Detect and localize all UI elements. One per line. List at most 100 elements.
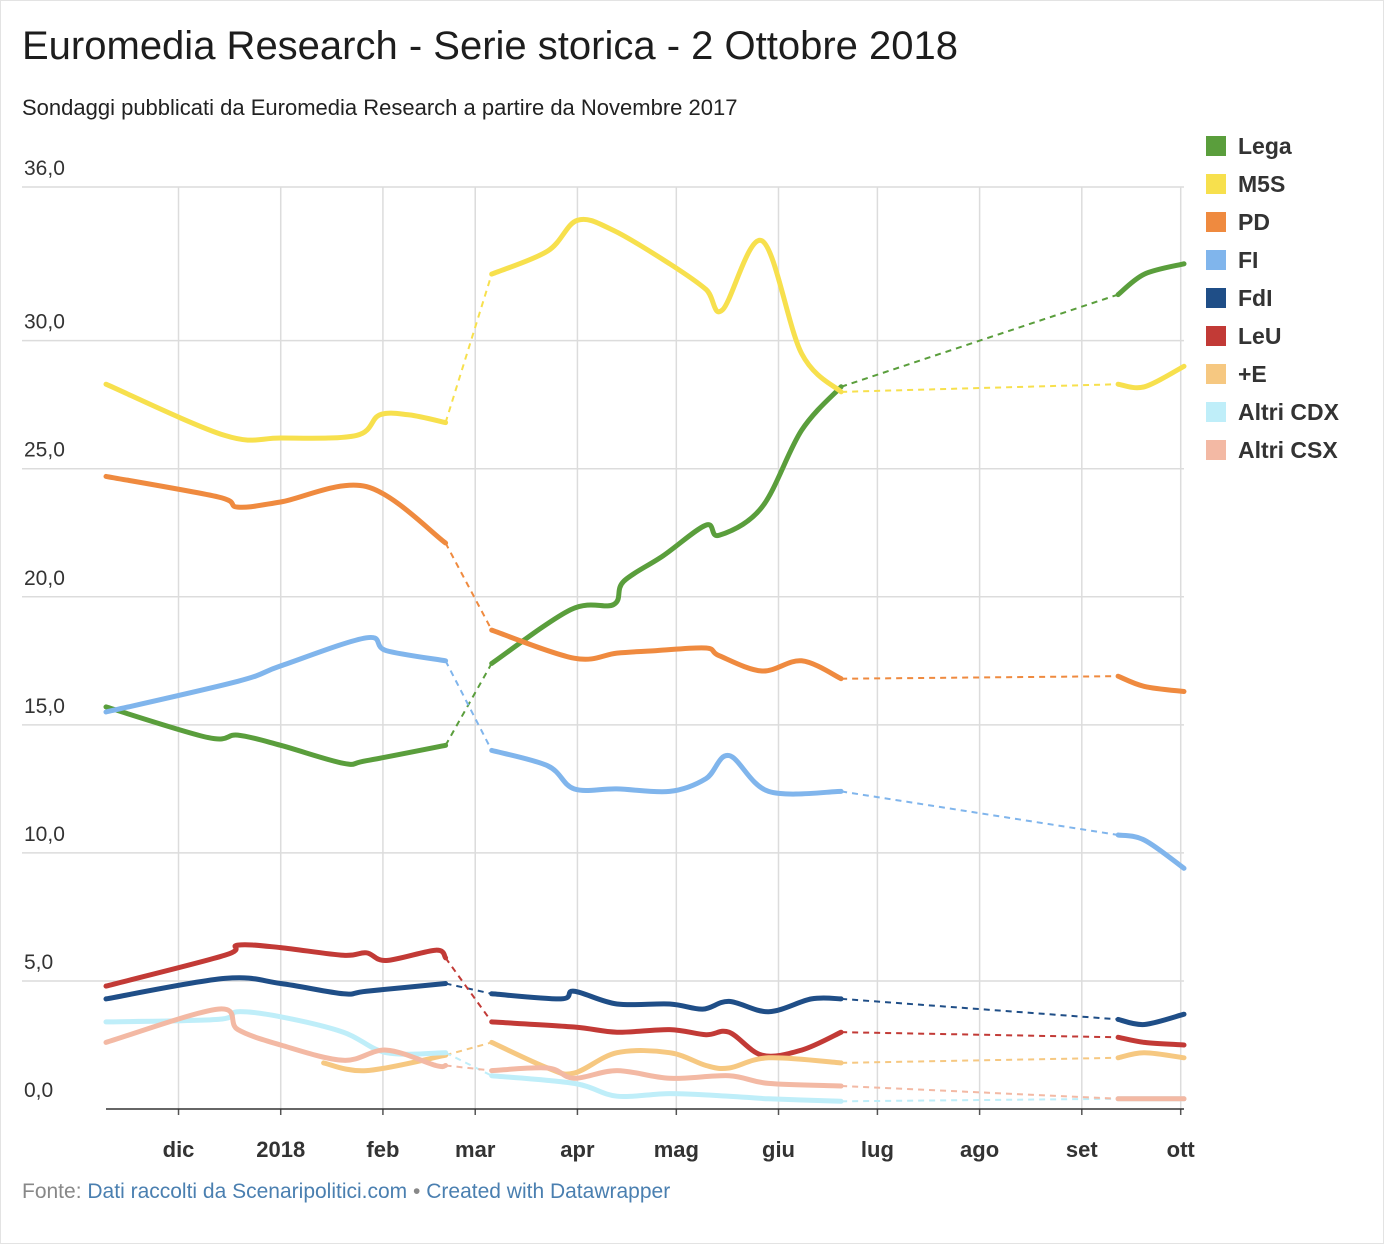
series-line-segment xyxy=(1115,261,1187,298)
gap-connector xyxy=(444,957,493,1023)
x-tick-label: feb xyxy=(366,1137,399,1162)
legend-label: FI xyxy=(1238,246,1259,273)
legend-label: Altri CDX xyxy=(1238,398,1339,425)
series-line-segment xyxy=(489,627,844,682)
legend-item: Altri CSX xyxy=(1206,431,1339,469)
x-tick-label: 2018 xyxy=(256,1137,305,1162)
series-line-segment xyxy=(489,747,844,797)
y-tick-label: 36,0 xyxy=(24,157,65,180)
y-tick-label: 30,0 xyxy=(24,311,65,334)
series-altri-cdx xyxy=(103,1009,1187,1104)
series-line-segment xyxy=(489,1073,844,1104)
legend-swatch xyxy=(1206,212,1226,232)
datawrapper-link[interactable]: Created with Datawrapper xyxy=(426,1180,671,1203)
series-line-segment xyxy=(489,1019,844,1059)
gap-connector xyxy=(841,675,1119,680)
footer-prefix: Fonte: xyxy=(22,1180,82,1203)
gap-connector xyxy=(841,1031,1119,1039)
x-tick-label: ago xyxy=(960,1137,999,1162)
grid-lines xyxy=(22,186,1184,1109)
legend-swatch xyxy=(1206,326,1226,346)
gap-connector xyxy=(841,1097,1119,1103)
chart-subtitle: Sondaggi pubblicati da Euromedia Researc… xyxy=(22,95,738,120)
y-tick-label: 5,0 xyxy=(24,951,53,974)
series-line-segment xyxy=(1115,363,1187,391)
legend-label: M5S xyxy=(1238,170,1286,197)
footer: Fonte: Dati raccolti da Scenaripolitici.… xyxy=(22,1180,670,1204)
series-line-segment xyxy=(1115,1034,1187,1048)
x-tick-label: giu xyxy=(762,1137,795,1162)
legend-item: Lega xyxy=(1206,127,1339,165)
y-tick-label: 0,0 xyxy=(24,1079,53,1102)
series-line-segment xyxy=(103,1009,449,1057)
series-line-segment xyxy=(321,1052,449,1074)
series-lines xyxy=(103,216,1187,1104)
x-tick-label: set xyxy=(1066,1137,1098,1162)
series-line-segment xyxy=(1115,673,1187,694)
series-m5s xyxy=(103,216,1187,443)
axes: 0,0 5,0 10,0 15,0 20,0 25,0 30,0 36,0 dic 2018 feb… xyxy=(24,157,1195,1162)
gap-connector xyxy=(841,1056,1119,1064)
series-line-segment xyxy=(103,704,449,767)
series-pd xyxy=(103,473,1187,694)
series-line-segment xyxy=(489,216,844,395)
gap-connector xyxy=(444,273,493,423)
y-tick-label: 25,0 xyxy=(24,439,65,462)
legend-swatch xyxy=(1206,136,1226,156)
series-line-segment xyxy=(1115,832,1187,871)
source-link[interactable]: Dati raccolti da Scenaripolitici.com xyxy=(87,1180,408,1203)
legend-label: PD xyxy=(1238,208,1270,235)
gap-connector xyxy=(445,1064,492,1072)
series-line-segment xyxy=(1115,1050,1187,1061)
legend-label: LeU xyxy=(1238,322,1282,349)
series-line-segment xyxy=(103,634,449,715)
footer-separator: • xyxy=(413,1180,421,1203)
series-line-segment xyxy=(103,473,449,546)
x-tick-label: lug xyxy=(861,1137,894,1162)
x-tick-label: dic xyxy=(163,1137,195,1162)
series-line-segment xyxy=(489,1065,844,1089)
legend-label: Lega xyxy=(1238,132,1292,159)
gap-connector xyxy=(841,1084,1119,1100)
series-line-segment xyxy=(103,1006,449,1070)
gap-connector xyxy=(444,660,493,751)
series-fi xyxy=(103,634,1187,871)
series-leu xyxy=(103,942,1187,1059)
legend-swatch xyxy=(1206,250,1226,270)
series-line-segment xyxy=(489,384,844,666)
series-line-segment xyxy=(103,975,449,1002)
legend-swatch xyxy=(1206,174,1226,194)
legend-item: LeU xyxy=(1206,317,1339,355)
chart-title: Euromedia Research - Serie storica - 2 O… xyxy=(22,24,958,68)
legend-item: FdI xyxy=(1206,279,1339,317)
gap-connector xyxy=(841,383,1119,393)
legend-swatch xyxy=(1206,440,1226,460)
legend-swatch xyxy=(1206,364,1226,384)
legend-label: +E xyxy=(1238,360,1267,387)
x-tick-label: ott xyxy=(1167,1137,1196,1162)
y-tick-label: 20,0 xyxy=(24,567,65,590)
legend-label: FdI xyxy=(1238,284,1273,311)
y-tick-label: 15,0 xyxy=(24,695,65,718)
x-tick-label: mar xyxy=(455,1137,496,1162)
series-line-segment xyxy=(489,988,844,1015)
legend-item: M5S xyxy=(1206,165,1339,203)
legend-label: Altri CSX xyxy=(1238,436,1338,463)
legend-item: Altri CDX xyxy=(1206,393,1339,431)
y-tick-label: 10,0 xyxy=(24,823,65,846)
series--e xyxy=(321,1039,1187,1077)
series-line-segment xyxy=(103,942,449,989)
x-tick-label: mag xyxy=(654,1137,699,1162)
gap-connector xyxy=(840,293,1119,388)
gap-connector xyxy=(841,997,1119,1021)
gap-connector xyxy=(445,1051,493,1077)
gap-connector xyxy=(444,542,493,631)
legend-item: FI xyxy=(1206,241,1339,279)
series-lega xyxy=(103,261,1187,767)
series-line-segment xyxy=(103,381,449,443)
legend-item: +E xyxy=(1206,355,1339,393)
legend-item: PD xyxy=(1206,203,1339,241)
series-altri-csx xyxy=(103,1006,1187,1102)
legend: Lega M5S PD FI FdI LeU +E Altri CDX Altri CSX xyxy=(1206,127,1339,469)
